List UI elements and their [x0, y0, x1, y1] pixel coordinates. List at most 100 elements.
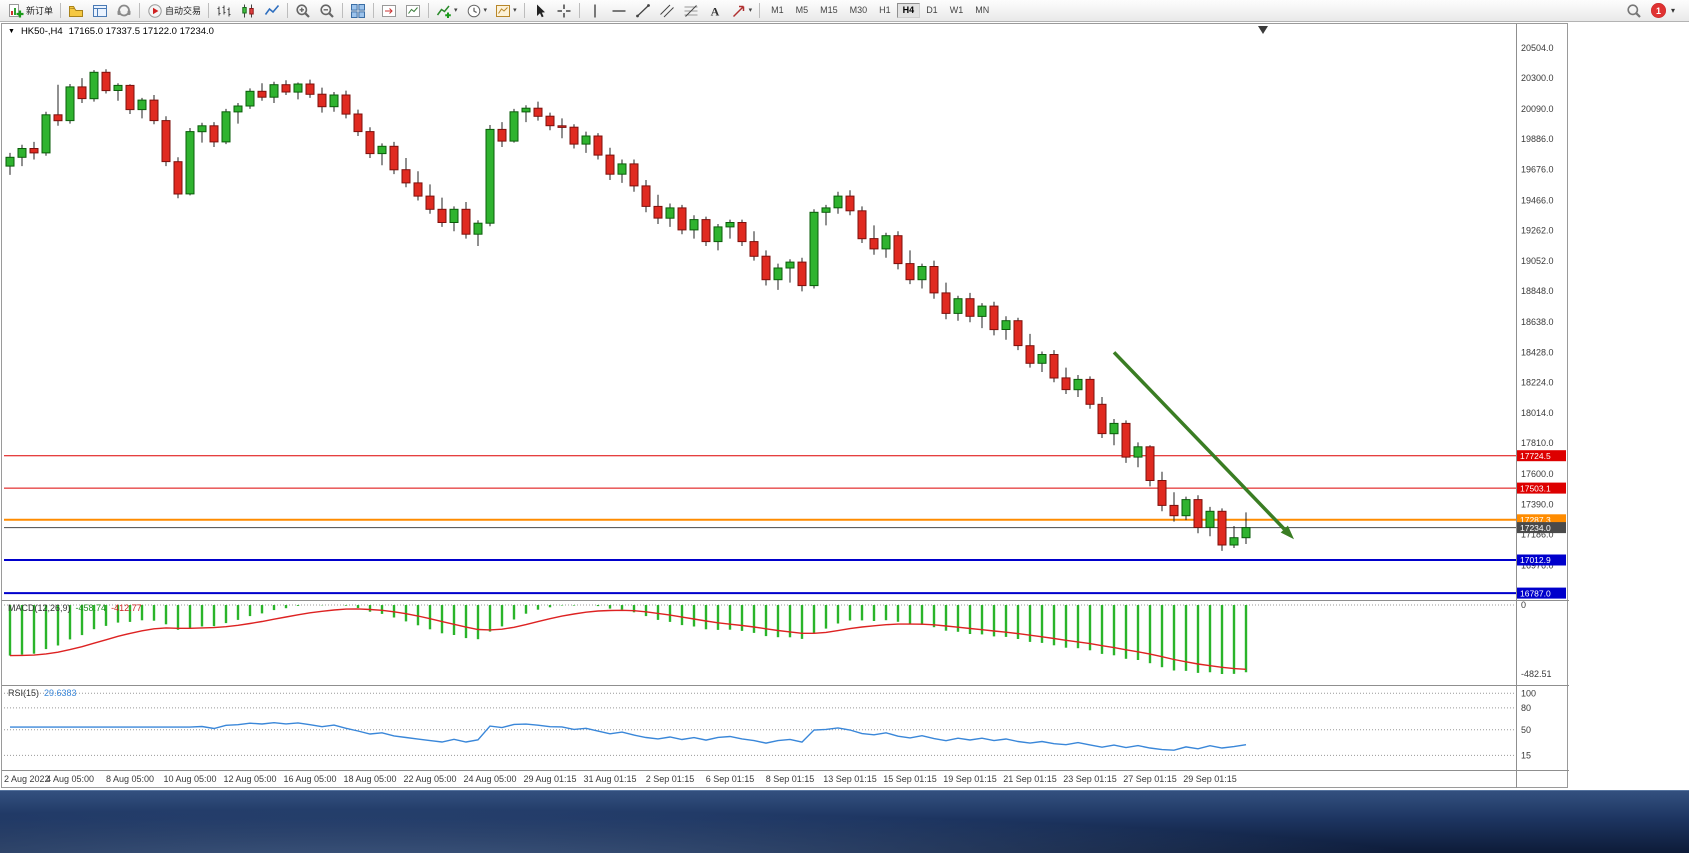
svg-text:8 Sep 01:15: 8 Sep 01:15 [766, 774, 815, 784]
profiles-icon [69, 5, 84, 17]
notification-badge[interactable]: 1 [1650, 3, 1666, 18]
chart-menu-icon[interactable]: ▼ [8, 28, 15, 35]
svg-text:100: 100 [1521, 688, 1536, 698]
chart-shift-marker[interactable] [1258, 26, 1268, 34]
timeframe-M1-button[interactable]: M1 [771, 5, 784, 15]
profiles-button[interactable] [64, 0, 88, 22]
crosshair-button[interactable] [552, 0, 576, 22]
timeframe-W1-button[interactable]: W1 [949, 5, 964, 15]
timeframe-D1-button[interactable]: D1 [926, 5, 938, 15]
svg-text:4 Aug 05:00: 4 Aug 05:00 [46, 774, 94, 784]
rsi-value: 29.6383 [44, 688, 77, 698]
zoom-out-icon [320, 3, 334, 18]
svg-text:19886.0: 19886.0 [1521, 134, 1554, 144]
rsi-line [10, 721, 1247, 751]
svg-text:24 Aug 05:00: 24 Aug 05:00 [463, 774, 516, 784]
channel-button[interactable] [655, 0, 679, 22]
svg-text:19466.0: 19466.0 [1521, 195, 1554, 205]
new-order-button[interactable]: 新订单 [4, 0, 57, 22]
rsi-name: RSI(15) [8, 688, 40, 698]
svg-text:17287.3: 17287.3 [1520, 515, 1551, 525]
tile-windows-button[interactable] [346, 0, 370, 22]
market-watch-button[interactable] [88, 0, 112, 22]
chart-shift-icon [382, 4, 397, 17]
toolbar-separator [342, 3, 344, 18]
svg-text:20504.0: 20504.0 [1521, 43, 1554, 53]
line-chart-button[interactable] [260, 0, 284, 22]
chevron-down-icon: ▾ [483, 7, 488, 14]
timeframe-M5-button[interactable]: M5 [795, 5, 809, 15]
text-icon: A [710, 4, 719, 18]
price-chart: 20504.0 20300.0 20090.0 19886.0 19676.0 19466… [2, 24, 1569, 788]
svg-text:15: 15 [1521, 750, 1531, 760]
svg-text:18 Aug 05:00: 18 Aug 05:00 [343, 774, 396, 784]
chart-ohlc-values: 17165.0 17337.5 17122.0 17234.0 [68, 26, 214, 37]
fibonacci-button[interactable] [679, 0, 703, 22]
chevron-down-icon: ▾ [513, 7, 517, 14]
svg-text:18848.0: 18848.0 [1521, 286, 1554, 296]
macd-axis: 0 -482.51 [1521, 600, 1552, 679]
price-tag [1517, 554, 1566, 566]
shapes-icon [732, 5, 744, 17]
svg-text:22 Aug 05:00: 22 Aug 05:00 [403, 774, 456, 784]
horizontal-line-button[interactable] [607, 0, 631, 22]
notifications-caret-icon[interactable]: ▾ [1670, 6, 1675, 15]
bar-chart-button[interactable] [212, 0, 236, 22]
auto-scroll-icon [406, 4, 421, 17]
timeframe-MN-button[interactable]: MN [975, 5, 990, 15]
trend-line-button[interactable] [631, 0, 655, 22]
chart-shift-button[interactable] [377, 0, 401, 22]
vertical-line-button[interactable] [583, 0, 607, 22]
svg-text:10 Aug 05:00: 10 Aug 05:00 [163, 774, 216, 784]
periods-icon [467, 4, 480, 17]
cursor-button[interactable] [528, 0, 552, 22]
channel-icon [659, 4, 674, 17]
toolbar-separator [759, 3, 761, 18]
svg-text:18638.0: 18638.0 [1521, 317, 1554, 327]
candle-chart-button[interactable] [236, 0, 260, 22]
svg-text:21 Sep 01:15: 21 Sep 01:15 [1003, 774, 1057, 784]
candlesticks [5, 69, 1251, 551]
timeframe-M30-button[interactable]: M30 [849, 5, 868, 15]
svg-text:2 Aug 2022: 2 Aug 2022 [4, 774, 50, 784]
svg-text:17012.9: 17012.9 [1520, 555, 1551, 565]
main-toolbar: 新订单 自动交易 ▾ ▾ ▾ A ▾ M1 M5 M15 M30 H1 H4 D1 W1 MN 1 ▾ [0, 0, 1689, 22]
timeframe-H4-button[interactable]: H4 [896, 3, 921, 18]
svg-text:17186.0: 17186.0 [1521, 530, 1554, 540]
crosshair-icon [557, 4, 571, 17]
svg-text:31 Aug 01:15: 31 Aug 01:15 [583, 774, 636, 784]
price-tag [1517, 522, 1566, 534]
auto-scroll-button[interactable] [401, 0, 425, 22]
macd-name: MACD(12,26,9) [8, 603, 71, 613]
new-order-icon [9, 3, 24, 17]
price-scale[interactable]: 20504.0 20300.0 20090.0 19886.0 19676.0 19466… [1521, 43, 1554, 570]
auto-trading-button[interactable]: 自动交易 [143, 0, 205, 22]
svg-text:17234.0: 17234.0 [1520, 523, 1551, 533]
indicators-add-icon [436, 5, 451, 18]
candle-chart-icon [242, 4, 254, 17]
text-button[interactable]: A [703, 0, 727, 22]
svg-text:18014.0: 18014.0 [1521, 408, 1554, 418]
macd-signal-line [9, 608, 1247, 670]
shapes-button[interactable]: ▾ [727, 0, 757, 22]
templates-button[interactable]: ▾ [491, 0, 521, 22]
macd-label: MACD(12,26,9) -458.74 -412.77 [8, 603, 142, 613]
periods-button[interactable]: ▾ [462, 0, 492, 22]
zoom-out-button[interactable] [315, 0, 339, 22]
toolbar-separator [208, 3, 210, 18]
macd-histogram [8, 605, 1248, 674]
svg-text:29 Sep 01:15: 29 Sep 01:15 [1183, 774, 1237, 784]
timeframe-H1-button[interactable]: H1 [879, 5, 891, 15]
trend-arrow[interactable] [1112, 351, 1294, 540]
data-window-button[interactable] [112, 0, 136, 22]
svg-text:17810.0: 17810.0 [1521, 438, 1554, 448]
search-button[interactable] [1622, 0, 1646, 22]
timeframe-M15-button[interactable]: M15 [820, 5, 838, 15]
zoom-in-button[interactable] [291, 0, 315, 22]
new-order-button-label: 新订单 [26, 6, 54, 16]
svg-text:50: 50 [1521, 725, 1531, 735]
indicators-button[interactable]: ▾ [432, 0, 462, 22]
search-icon [1627, 3, 1641, 18]
